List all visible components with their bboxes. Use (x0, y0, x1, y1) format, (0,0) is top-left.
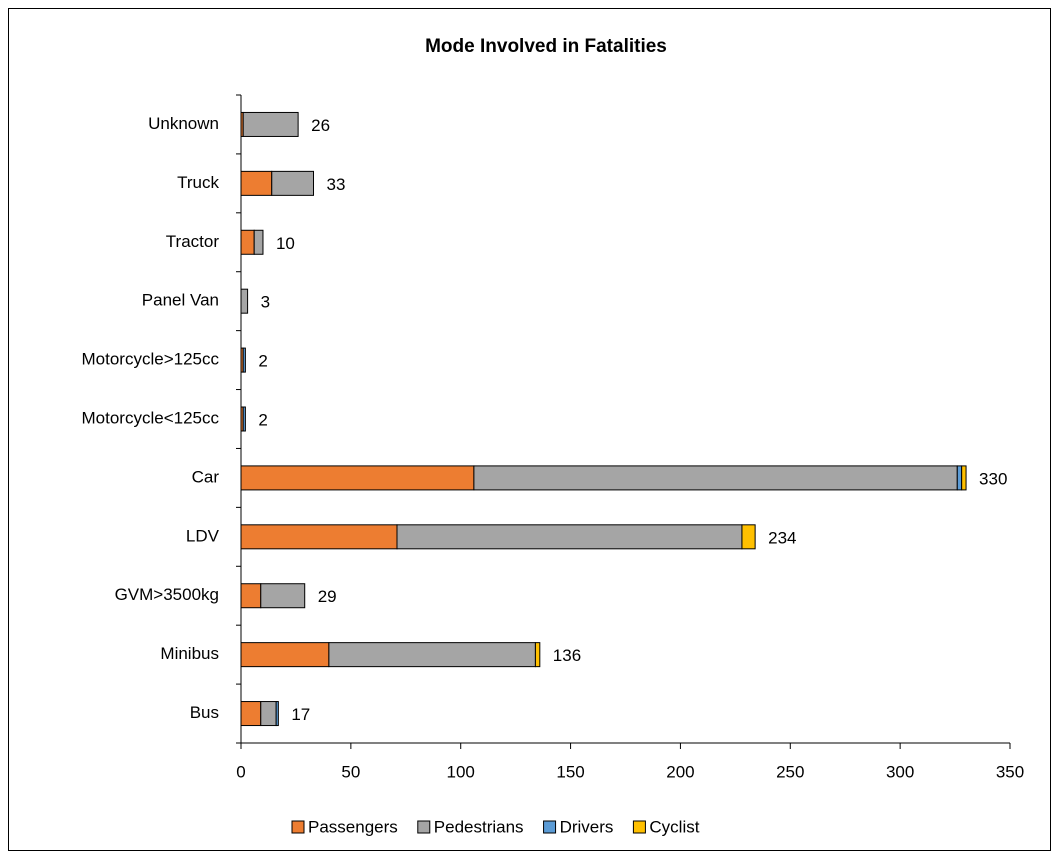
bar-segment (240, 465, 475, 491)
total-label: 33 (327, 175, 346, 194)
total-label: 234 (768, 528, 796, 547)
total-label: 29 (318, 587, 337, 606)
legend-label: Drivers (560, 817, 614, 836)
x-tick-label: 0 (236, 762, 245, 781)
legend-swatch (632, 820, 646, 834)
bar-segment (240, 170, 273, 196)
legend-swatch (543, 820, 557, 834)
x-tick-label: 100 (447, 762, 475, 781)
y-tick-label: LDV (186, 526, 220, 545)
total-label: 10 (276, 234, 295, 253)
x-tick-label: 200 (666, 762, 694, 781)
bar-segment (260, 583, 306, 609)
x-tick-label: 50 (341, 762, 360, 781)
legend-swatch (291, 820, 305, 834)
legend-swatch (417, 820, 431, 834)
x-tick-label: 150 (556, 762, 584, 781)
bar-segment (396, 524, 743, 550)
y-tick-label: GVM>3500kg (115, 585, 219, 604)
bar-segment (242, 406, 246, 432)
total-label: 2 (258, 352, 267, 371)
bar-segment (240, 524, 398, 550)
total-label: 17 (291, 705, 310, 724)
x-tick-label: 300 (886, 762, 914, 781)
total-label: 2 (258, 410, 267, 429)
bar-segment (240, 288, 249, 314)
y-tick-label: Car (192, 467, 220, 486)
bar-segment (240, 229, 255, 255)
bar-segment (253, 229, 264, 255)
x-tick-label: 350 (996, 762, 1024, 781)
bar-segment (961, 465, 967, 491)
y-tick-label: Minibus (160, 644, 219, 663)
bar-segment (242, 111, 299, 137)
bar-segment (473, 465, 958, 491)
y-tick-label: Motorcycle<125cc (82, 408, 220, 427)
y-tick-label: Truck (177, 173, 219, 192)
legend-label: Passengers (308, 817, 398, 836)
bar-segment (534, 642, 541, 668)
bar-segment (242, 347, 246, 373)
bar-segment (240, 583, 262, 609)
bar-segment (956, 465, 963, 491)
chart-frame (8, 8, 1051, 851)
legend-label: Pedestrians (434, 817, 524, 836)
legend-label: Cyclist (649, 817, 699, 836)
y-tick-label: Tractor (166, 232, 220, 251)
total-label: 3 (261, 293, 270, 312)
bar-segment (328, 642, 536, 668)
y-tick-label: Motorcycle>125cc (82, 350, 220, 369)
x-tick-label: 250 (776, 762, 804, 781)
y-tick-label: Unknown (148, 114, 219, 133)
bar-segment (240, 642, 330, 668)
bar-segment (741, 524, 756, 550)
total-label: 26 (311, 116, 330, 135)
y-tick-label: Panel Van (142, 291, 219, 310)
total-label: 330 (979, 469, 1007, 488)
bar-segment (271, 170, 315, 196)
bar-segment (275, 701, 279, 727)
y-tick-label: Bus (190, 703, 219, 722)
chart-title: Mode Involved in Fatalities (425, 36, 667, 57)
bar-segment (260, 701, 277, 727)
total-label: 136 (553, 646, 581, 665)
bar-segment (240, 701, 262, 727)
